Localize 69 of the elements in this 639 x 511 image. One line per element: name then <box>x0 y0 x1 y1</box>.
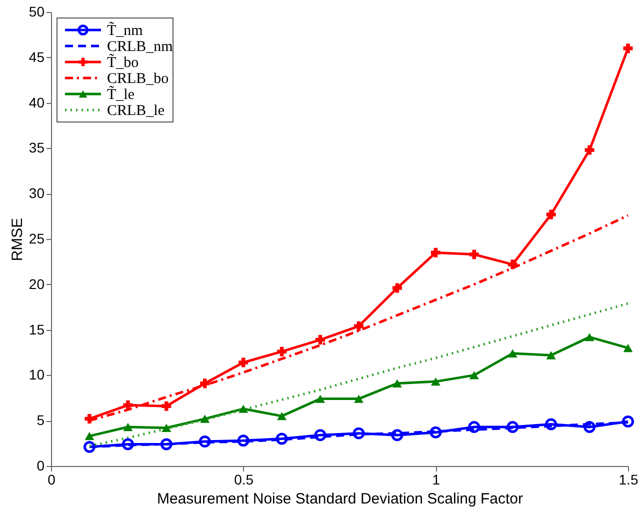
legend-label: T̃_bo <box>107 53 139 71</box>
point <box>277 412 287 420</box>
y-tick-label: 40 <box>28 94 45 110</box>
line-series <box>88 302 630 448</box>
point <box>162 424 172 432</box>
y-tick-label: 10 <box>28 366 45 383</box>
y-tick-label: 0 <box>36 458 45 474</box>
y-tick-label: 50 <box>28 4 45 20</box>
point <box>314 429 326 442</box>
point <box>276 432 288 445</box>
y-tick-label: 30 <box>28 185 45 202</box>
point <box>352 427 365 440</box>
point <box>83 440 96 453</box>
point <box>200 378 210 388</box>
point <box>508 349 518 358</box>
point <box>123 422 133 432</box>
legend-label: CRLB_bo <box>107 71 169 87</box>
x-tick-label: 1 <box>432 472 440 488</box>
point <box>584 420 596 433</box>
y-tick-label: 25 <box>28 230 45 246</box>
point <box>546 351 556 360</box>
y-tick-label: 35 <box>28 140 45 156</box>
point <box>354 394 364 403</box>
point <box>506 420 519 433</box>
legend-label: T̃_nm <box>107 21 144 39</box>
point <box>160 438 172 450</box>
point <box>546 210 556 220</box>
point <box>430 426 442 438</box>
point <box>84 432 94 440</box>
point <box>162 401 172 411</box>
point <box>123 400 133 410</box>
y-tick-label: 20 <box>28 276 45 292</box>
x-tick-label: 0.5 <box>234 472 254 488</box>
point <box>392 379 402 388</box>
point <box>430 377 440 386</box>
legend-label: T̃_le <box>107 85 135 103</box>
point <box>622 416 634 428</box>
y-tick-label: 45 <box>28 48 45 65</box>
point <box>200 414 210 423</box>
y-tick-label: 5 <box>36 412 45 428</box>
point <box>238 404 248 413</box>
point <box>623 44 633 54</box>
point <box>316 394 326 403</box>
point <box>198 436 211 448</box>
point <box>584 332 594 342</box>
point <box>238 358 248 368</box>
legend-label: CRLB_nm <box>107 39 174 55</box>
point <box>84 414 94 424</box>
point <box>545 418 558 430</box>
point <box>508 260 518 270</box>
x-tick-label: 0 <box>48 472 56 488</box>
point <box>584 145 594 155</box>
point <box>122 438 134 450</box>
point <box>392 283 402 293</box>
y-axis-title: RMSE <box>8 218 26 262</box>
point <box>623 344 633 352</box>
x-axis-title: Measurement Noise Standard Deviation Scaling Factor <box>156 490 524 508</box>
point <box>469 250 479 260</box>
point <box>469 371 479 380</box>
point <box>316 335 326 345</box>
point <box>277 346 287 356</box>
x-tick-label: 1.5 <box>618 472 638 488</box>
y-tick-label: 15 <box>28 321 45 338</box>
point <box>391 429 404 442</box>
legend-label: CRLB_le <box>107 103 165 119</box>
point <box>468 420 480 433</box>
point <box>237 434 250 447</box>
point <box>430 248 440 258</box>
point <box>354 321 364 331</box>
